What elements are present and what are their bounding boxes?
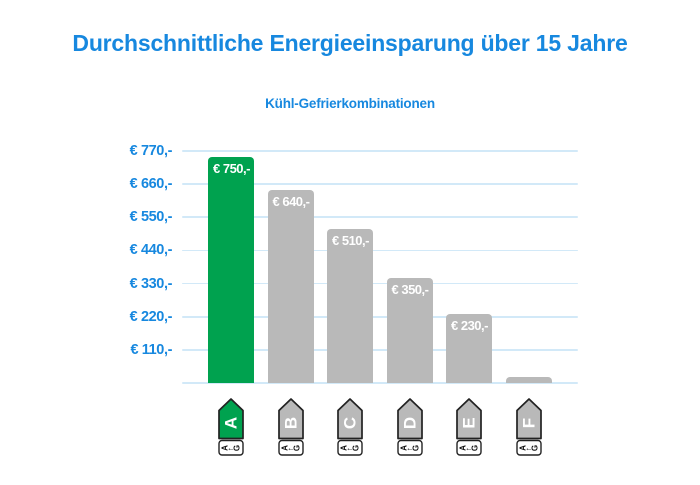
- gridline: [182, 349, 578, 351]
- baseline-gridline: [182, 382, 578, 384]
- energy-tag-pentagon: [218, 398, 244, 440]
- energy-tag-letter: E: [460, 417, 479, 428]
- energy-tag-scale-to: G: [471, 445, 480, 451]
- energy-label-B: B A←G: [277, 398, 304, 456]
- energy-tag-pentagon: [396, 398, 423, 440]
- gridline: [182, 183, 578, 185]
- energy-tag-scale-box: [515, 439, 542, 456]
- plot-area: € 750,- € 640,- € 510,- € 350,- € 230,-: [182, 150, 578, 384]
- energy-tag-scale-from: A: [399, 445, 408, 451]
- bar-class-C: € 510,-: [327, 229, 373, 383]
- energy-tag-letter: C: [341, 417, 360, 429]
- energy-tag-scale-from: A: [340, 445, 349, 451]
- energy-tag-pentagon: [456, 398, 482, 440]
- energy-label-D: D A←G: [396, 398, 423, 456]
- chart-title: Durchschnittliche Energieeinsparung über…: [72, 30, 628, 56]
- energy-tag-scale-from: A: [459, 445, 468, 451]
- x-axis-energy-labels: A A ← G B A ← G C A ← G D A ← G E A ← G F A ← G: [182, 396, 578, 458]
- energy-tag-scale-box: [337, 439, 363, 456]
- energy-tag-scale-from: A: [221, 445, 230, 451]
- energy-tag-scale-arrow: ←: [346, 444, 354, 453]
- y-tick-label: € 770,-: [129, 143, 173, 159]
- energy-tag-scale-to: G: [292, 445, 301, 451]
- bar-value-label: € 350,-: [391, 282, 429, 297]
- energy-tag-scale-to: G: [352, 445, 361, 451]
- y-tick-label: € 220,-: [129, 308, 173, 325]
- energy-tag-letter: D: [400, 417, 419, 429]
- energy-tag-scale-box: [277, 439, 304, 456]
- gridline: [182, 315, 578, 318]
- y-axis: € 770,- € 660,- € 550,- € 440,- € 330,- € 220…: [0, 143, 173, 383]
- gridline: [182, 150, 578, 152]
- energy-tag-pentagon: [277, 398, 304, 440]
- chart-subtitle: Kühl-Gefrierkombinationen: [265, 96, 435, 111]
- energy-tag-scale-arrow: ←: [525, 444, 533, 453]
- y-tick-label: € 660,-: [129, 176, 173, 193]
- energy-label-C: C A←G: [337, 398, 363, 456]
- energy-tag-pentagon: [515, 398, 542, 440]
- y-tick-label: € 550,-: [129, 209, 173, 226]
- energy-tag-scale-box: [218, 439, 244, 456]
- gridline: [182, 249, 578, 252]
- energy-tag-letter: A: [222, 417, 241, 429]
- energy-tag-scale-from: A: [518, 445, 527, 451]
- energy-tag-scale-arrow: ←: [406, 444, 414, 453]
- bar-class-E: € 230,-: [446, 314, 492, 383]
- bar-value-label: € 230,-: [451, 318, 488, 333]
- y-tick-label: € 440,-: [129, 242, 173, 259]
- energy-tag-scale-arrow: ←: [287, 444, 295, 453]
- energy-label-A: AA←G: [218, 398, 244, 456]
- bar-class-B: € 640,-: [267, 190, 314, 383]
- energy-tag-scale-to: G: [530, 445, 539, 451]
- energy-tag-scale-box: [456, 439, 482, 456]
- bar-class-A: € 750,-: [208, 157, 254, 383]
- energy-tag-scale-to: G: [411, 445, 420, 451]
- energy-tag-scale-arrow: ←: [227, 444, 235, 453]
- bar-value-label: € 750,-: [213, 161, 250, 176]
- energy-label-F: F A←G: [515, 398, 542, 456]
- bar-value-label: € 510,-: [332, 233, 369, 248]
- bar-class-D: € 350,-: [386, 278, 433, 383]
- energy-label-E: E A←G: [456, 398, 482, 456]
- energy-tag-scale-arrow: ←: [465, 444, 473, 453]
- energy-tag-pentagon: [337, 398, 363, 440]
- bar-class-F: [505, 377, 552, 383]
- energy-tag-scale-to: G: [233, 445, 242, 451]
- energy-tag-scale-from: A: [280, 445, 289, 451]
- gridline: [182, 282, 578, 285]
- y-tick-label: € 330,-: [129, 275, 173, 292]
- gridline: [182, 216, 578, 219]
- energy-tag-letter: F: [519, 418, 538, 428]
- energy-tag-scale-box: [396, 439, 423, 456]
- bar-value-label: € 640,-: [272, 194, 310, 209]
- energy-tag-letter: B: [281, 417, 300, 429]
- y-tick-label: € 110,-: [130, 341, 172, 358]
